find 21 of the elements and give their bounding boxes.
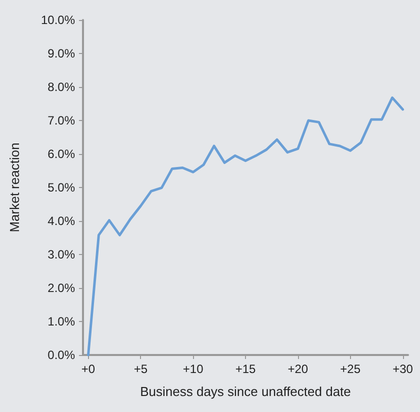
y-tick-label: 4.0% (48, 214, 76, 228)
x-axis-title: Business days since unaffected date (140, 384, 351, 399)
y-tick-label: 9.0% (48, 46, 76, 60)
y-tick-label: 10.0% (40, 13, 76, 27)
y-tick-label: 1.0% (48, 314, 76, 328)
x-tick-label: +30 (392, 362, 414, 376)
y-tick-label: 7.0% (48, 114, 76, 128)
y-tick-label: 0.0% (48, 348, 76, 362)
line-series (86, 96, 404, 356)
y-axis-title: Market reaction (7, 142, 22, 232)
x-tick-label: +25 (340, 362, 361, 376)
y-tick-label: 2.0% (48, 281, 76, 295)
x-tick-label: +15 (235, 362, 256, 376)
y-tick-label: 3.0% (48, 248, 76, 262)
y-tick-label: 8.0% (48, 80, 76, 94)
y-tick-label: 6.0% (48, 147, 76, 161)
x-tick-label: +10 (182, 362, 204, 376)
x-tick-label: +0 (81, 362, 96, 376)
x-tick-label: +5 (134, 362, 148, 376)
y-tick-label: 5.0% (48, 180, 76, 194)
x-tick-label: +20 (288, 362, 308, 376)
